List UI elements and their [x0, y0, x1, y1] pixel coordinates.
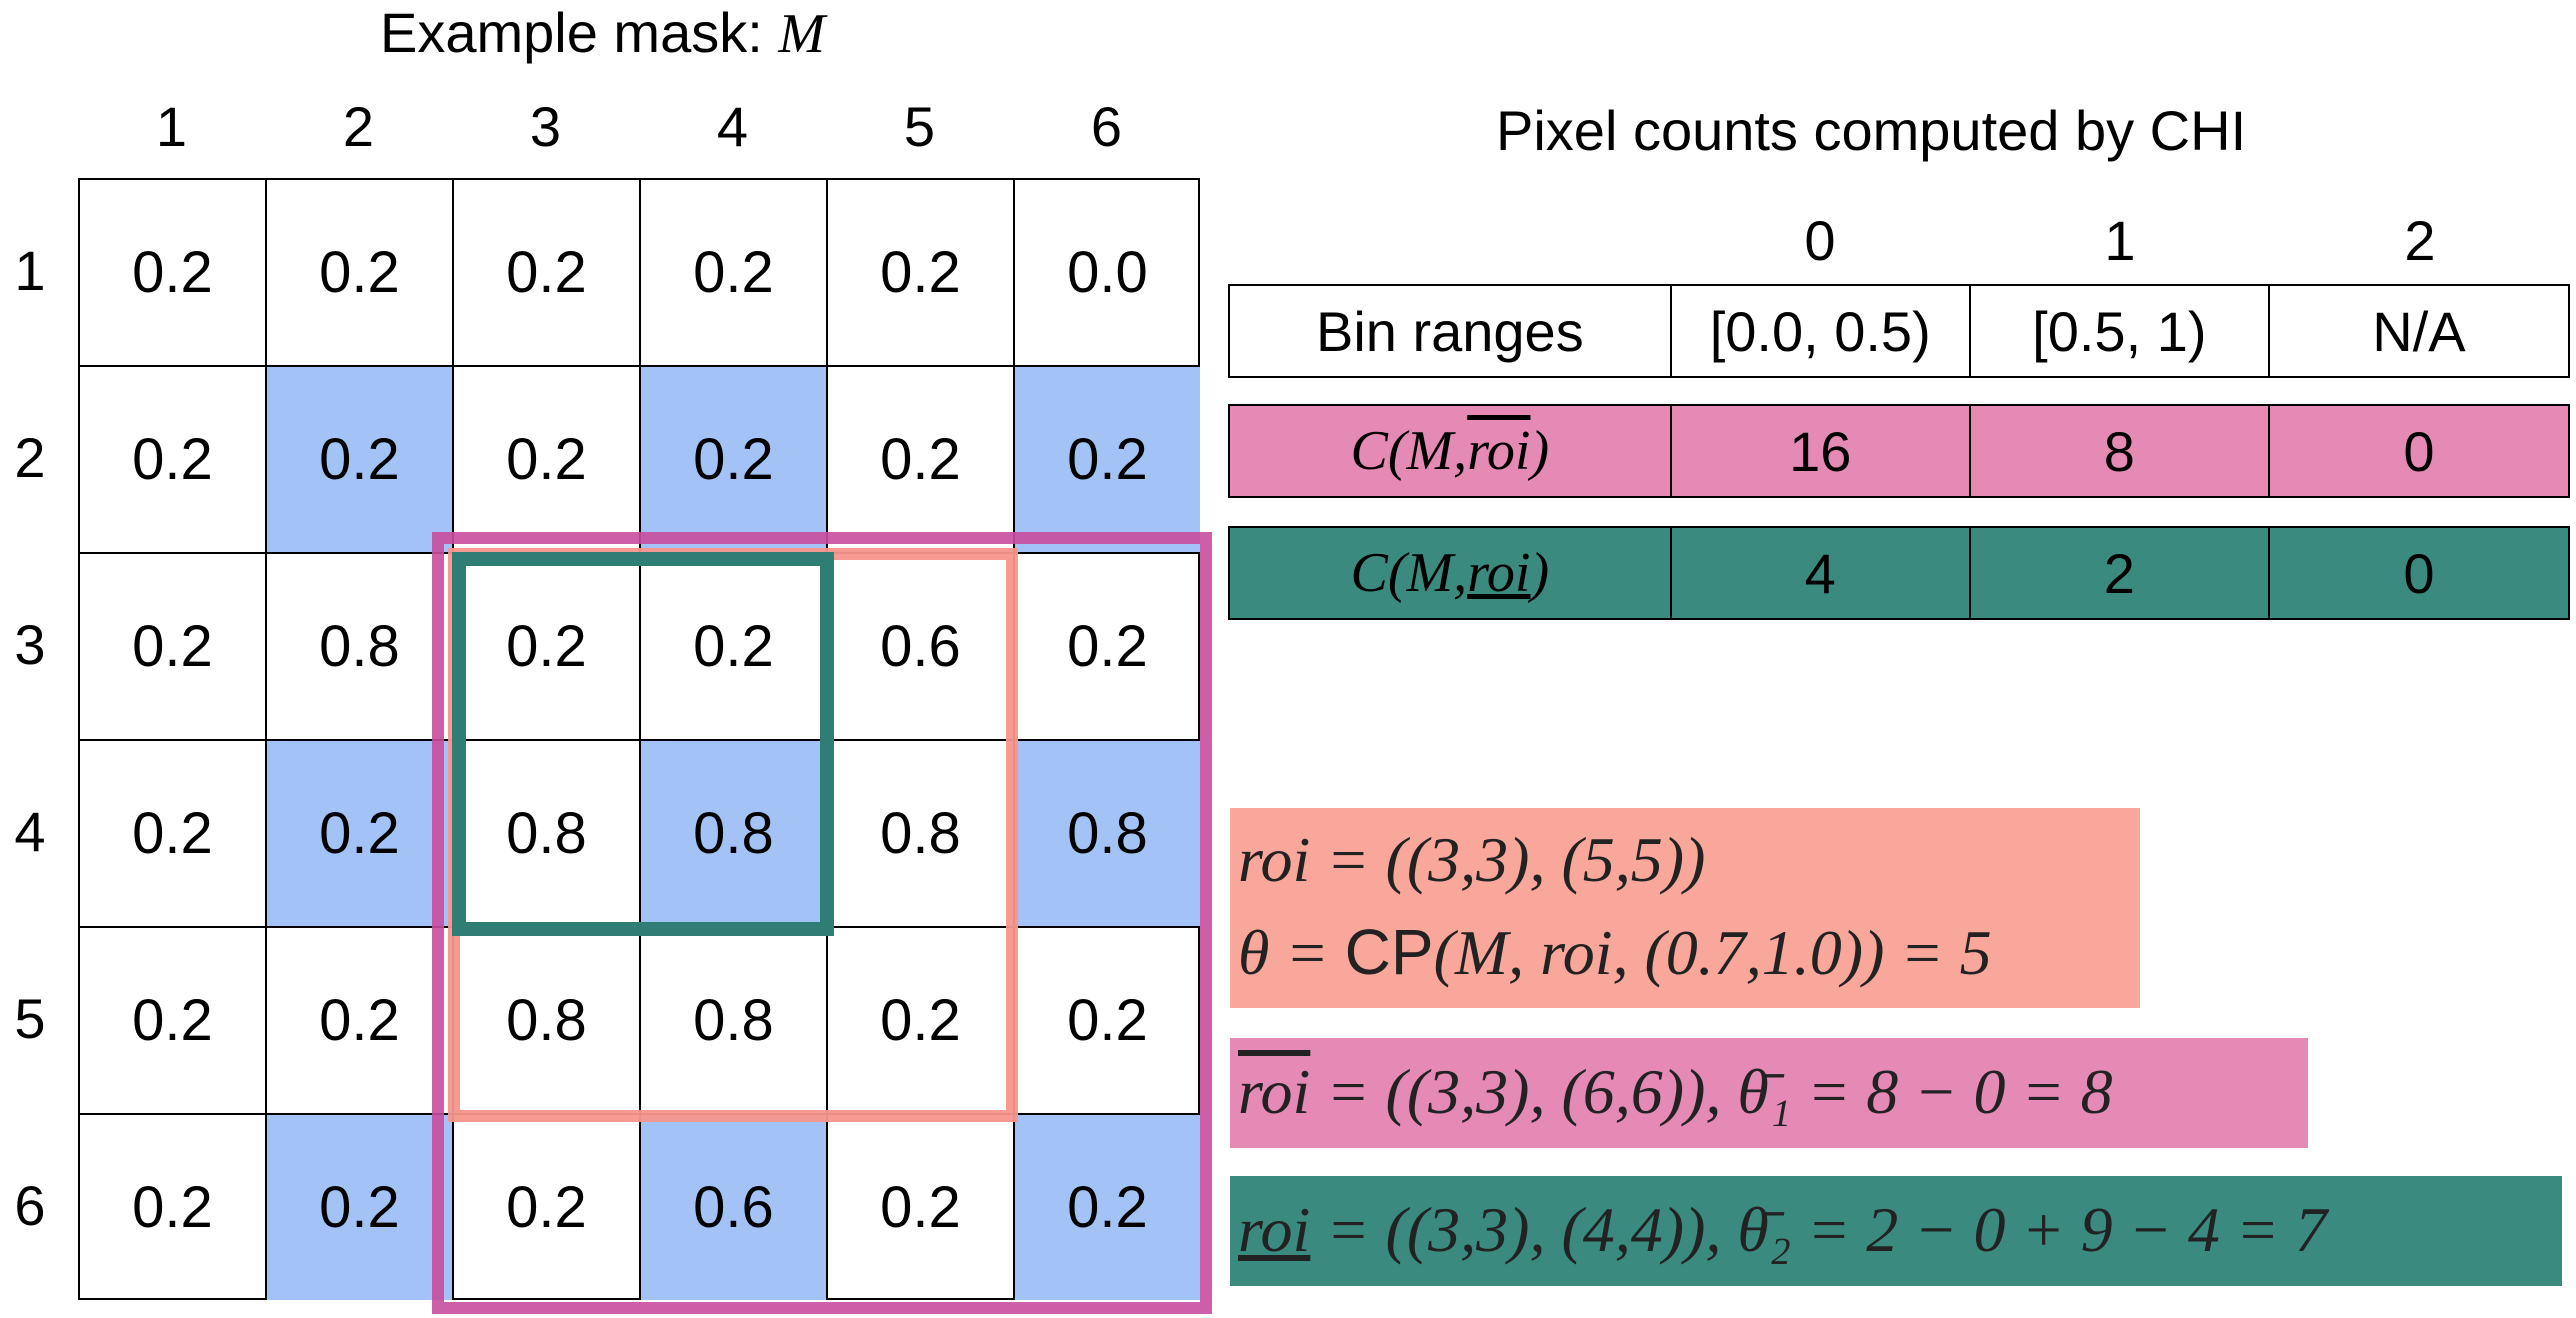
- mask-title: Example mask: M: [380, 0, 825, 66]
- mask-cell-r4-c5: 0.8: [828, 741, 1015, 928]
- inner-count-1: 2: [1971, 528, 2270, 618]
- mask-cell-r2-c2: 0.2: [267, 367, 454, 554]
- row-header-3: 3: [14, 613, 46, 676]
- inner-label-var: roi: [1467, 542, 1531, 604]
- mask-cell-r6-c4: 0.6: [641, 1115, 828, 1300]
- mask-cell-r5-c1: 0.2: [80, 928, 267, 1115]
- mask-cell-r4-c3: 0.8: [454, 741, 641, 928]
- mask-cell-r3-c4: 0.2: [641, 554, 828, 741]
- mask-cell-r5-c6: 0.2: [1015, 928, 1200, 1115]
- mask-cell-r6-c6: 0.2: [1015, 1115, 1200, 1300]
- mask-cell-r2-c6: 0.2: [1015, 367, 1200, 554]
- mask-cell-r3-c5: 0.6: [828, 554, 1015, 741]
- inner-roi-count-label: C(M, roi): [1230, 528, 1672, 618]
- mask-cell-r1-c3: 0.2: [454, 180, 641, 367]
- bin-range-1: [0.5, 1): [1971, 286, 2270, 376]
- row-header-2: 2: [14, 426, 46, 489]
- mask-cell-r1-c6: 0.0: [1015, 180, 1200, 367]
- mask-cell-r2-c4: 0.2: [641, 367, 828, 554]
- outer-note-var: roi: [1238, 1056, 1311, 1127]
- row-header-5: 5: [14, 987, 46, 1050]
- outer-roi-count-label: C(M, roi): [1230, 406, 1672, 496]
- outer-roi-count-row: C(M, roi) 16 8 0: [1228, 404, 2570, 498]
- row-header-4: 4: [14, 800, 46, 863]
- mask-cell-r5-c2: 0.2: [267, 928, 454, 1115]
- mask-title-var: M: [778, 3, 825, 65]
- mask-cell-r6-c3: 0.2: [454, 1115, 641, 1300]
- col-header-1: 1: [155, 95, 188, 158]
- mask-cell-r4-c1: 0.2: [80, 741, 267, 928]
- col-header-4: 4: [716, 95, 749, 158]
- bin-ranges-row: Bin ranges [0.0, 0.5) [0.5, 1) N/A: [1228, 284, 2570, 378]
- outer-count-2: 0: [2403, 419, 2435, 483]
- mask-cell-r3-c2: 0.8: [267, 554, 454, 741]
- inner-label-fn: C(M,: [1350, 542, 1468, 604]
- outer-roi-note: roi = ((3,3), (6,6)), θ̄₁ = 8 − 0 = 8: [1230, 1038, 2308, 1148]
- mask-grid: 0.2 0.2 0.2 0.2 0.2 0.0 0.2 0.2 0.2 0.2 0.2 0.2 0.2 0…: [78, 178, 1200, 1300]
- row-header-1: 1: [14, 239, 46, 302]
- counts-title: Pixel counts computed by CHI: [1496, 99, 2247, 162]
- mask-cell-r5-c5: 0.2: [828, 928, 1015, 1115]
- mask-cell-r5-c4: 0.8: [641, 928, 828, 1115]
- mask-cell-r4-c6: 0.8: [1015, 741, 1200, 928]
- col-header-3: 3: [529, 95, 562, 158]
- bin-index-1: 1: [2104, 209, 2136, 272]
- mask-cell-r4-c2: 0.2: [267, 741, 454, 928]
- mask-cell-r2-c1: 0.2: [80, 367, 267, 554]
- mask-cell-r3-c1: 0.2: [80, 554, 267, 741]
- mask-cell-r1-c2: 0.2: [267, 180, 454, 367]
- inner-roi-count-row: C(M, roi) 4 2 0: [1228, 526, 2570, 620]
- outer-label-fn: C(M,: [1350, 420, 1468, 482]
- outer-count-1: 8: [1971, 406, 2270, 496]
- mask-cell-r6-c5: 0.2: [828, 1115, 1015, 1300]
- inner-label-close: ): [1530, 542, 1550, 604]
- mask-cell-r1-c4: 0.2: [641, 180, 828, 367]
- mask-cell-r3-c6: 0.2: [1015, 554, 1200, 741]
- mask-cell-r1-c1: 0.2: [80, 180, 267, 367]
- bin-range-2: N/A: [2372, 299, 2466, 363]
- bin-index-0: 0: [1804, 209, 1836, 272]
- roi-note-line1: roi = ((3,3), (5,5)): [1238, 824, 1706, 895]
- mask-cell-r6-c1: 0.2: [80, 1115, 267, 1300]
- bin-range-0: [0.0, 0.5): [1672, 286, 1971, 376]
- mask-cell-r3-c3: 0.2: [454, 554, 641, 741]
- row-header-6: 6: [14, 1174, 46, 1237]
- mask-cell-r2-c5: 0.2: [828, 367, 1015, 554]
- inner-count-0: 4: [1672, 528, 1971, 618]
- inner-note-var: roi: [1238, 1194, 1311, 1265]
- inner-note-text: = ((3,3), (4,4)), θ̄₂ = 2 − 0 + 9 − 4 = …: [1310, 1194, 2327, 1265]
- col-header-2: 2: [342, 95, 375, 158]
- inner-roi-note: roi = ((3,3), (4,4)), θ̄₂ = 2 − 0 + 9 − …: [1230, 1176, 2562, 1286]
- bin-ranges-label: Bin ranges: [1230, 286, 1672, 376]
- outer-count-0: 16: [1672, 406, 1971, 496]
- mask-cell-r4-c4: 0.8: [641, 741, 828, 928]
- inner-count-2: 0: [2403, 541, 2435, 605]
- mask-title-prefix: Example mask:: [380, 1, 779, 64]
- roi-note: roi = ((3,3), (5,5)) θ = CP(M, roi, (0.7…: [1230, 808, 2140, 1008]
- roi-note-line2: θ = CP(M, roi, (0.7,1.0)) = 5: [1238, 916, 1992, 988]
- mask-cell-r6-c2: 0.2: [267, 1115, 454, 1300]
- outer-label-close: ): [1530, 420, 1550, 482]
- col-header-5: 5: [903, 95, 936, 158]
- outer-label-var: roi: [1467, 420, 1531, 482]
- mask-cell-r5-c3: 0.8: [454, 928, 641, 1115]
- mask-cell-r2-c3: 0.2: [454, 367, 641, 554]
- bin-index-2: 2: [2404, 209, 2436, 272]
- outer-note-text: = ((3,3), (6,6)), θ̄₁ = 8 − 0 = 8: [1310, 1056, 2113, 1127]
- mask-cell-r1-c5: 0.2: [828, 180, 1015, 367]
- col-header-6: 6: [1090, 95, 1123, 158]
